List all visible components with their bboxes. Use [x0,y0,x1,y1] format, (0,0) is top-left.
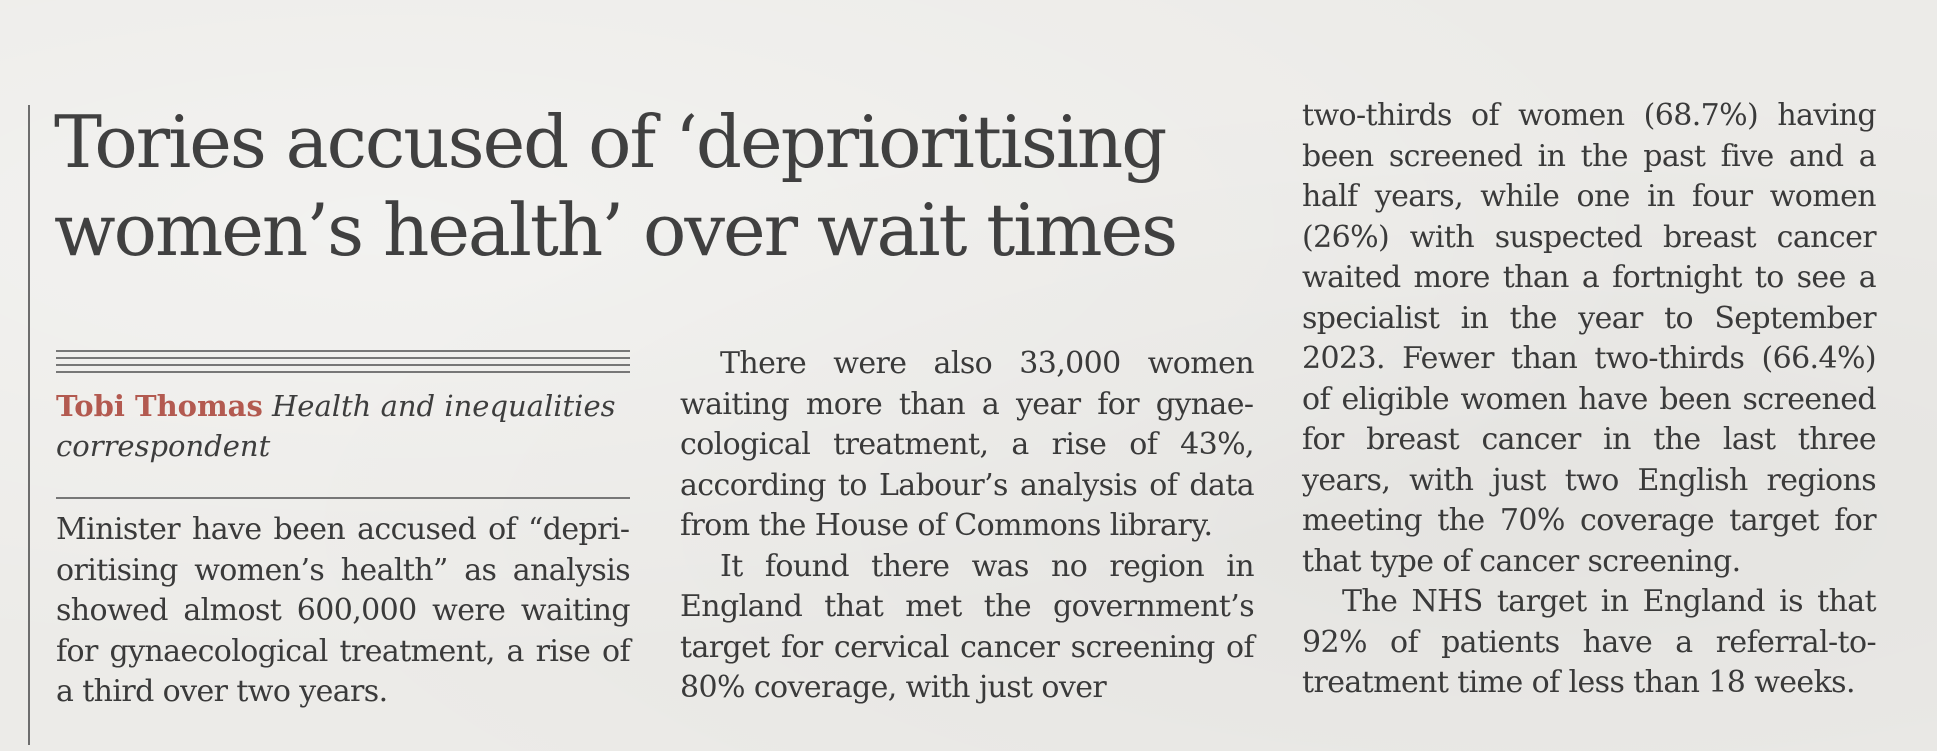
paragraph: Minister have been accused of “depri­ori… [56,512,631,709]
article-column-3: two-thirds of women (68.7%) having been … [1302,96,1877,704]
byline-divider [56,497,630,499]
article-column-2: There were also 33,000 women waiting mor… [680,344,1255,709]
paragraph: two-thirds of women (68.7%) having been … [1302,98,1877,579]
paragraph: It found there was no region in England … [680,548,1255,706]
headline: Tories accused of ‘deprioritising women’… [54,98,1254,274]
byline-rules [56,350,630,378]
headline-line-2: women’s health’ over wait times [54,188,1178,272]
paragraph: The NHS target in England is that 92% of… [1302,584,1877,700]
byline: Tobi Thomas Health and inequalities corr… [56,386,630,466]
author-name: Tobi Thomas [56,389,263,423]
headline-line-1: Tories accused of ‘deprioritising [54,100,1167,184]
article-column-1: Minister have been accused of “depri­ori… [56,510,631,713]
column-rule [28,105,30,745]
paragraph: There were also 33,000 women waiting mor… [680,346,1255,543]
author-role: Health and inequalities correspondent [56,389,616,463]
